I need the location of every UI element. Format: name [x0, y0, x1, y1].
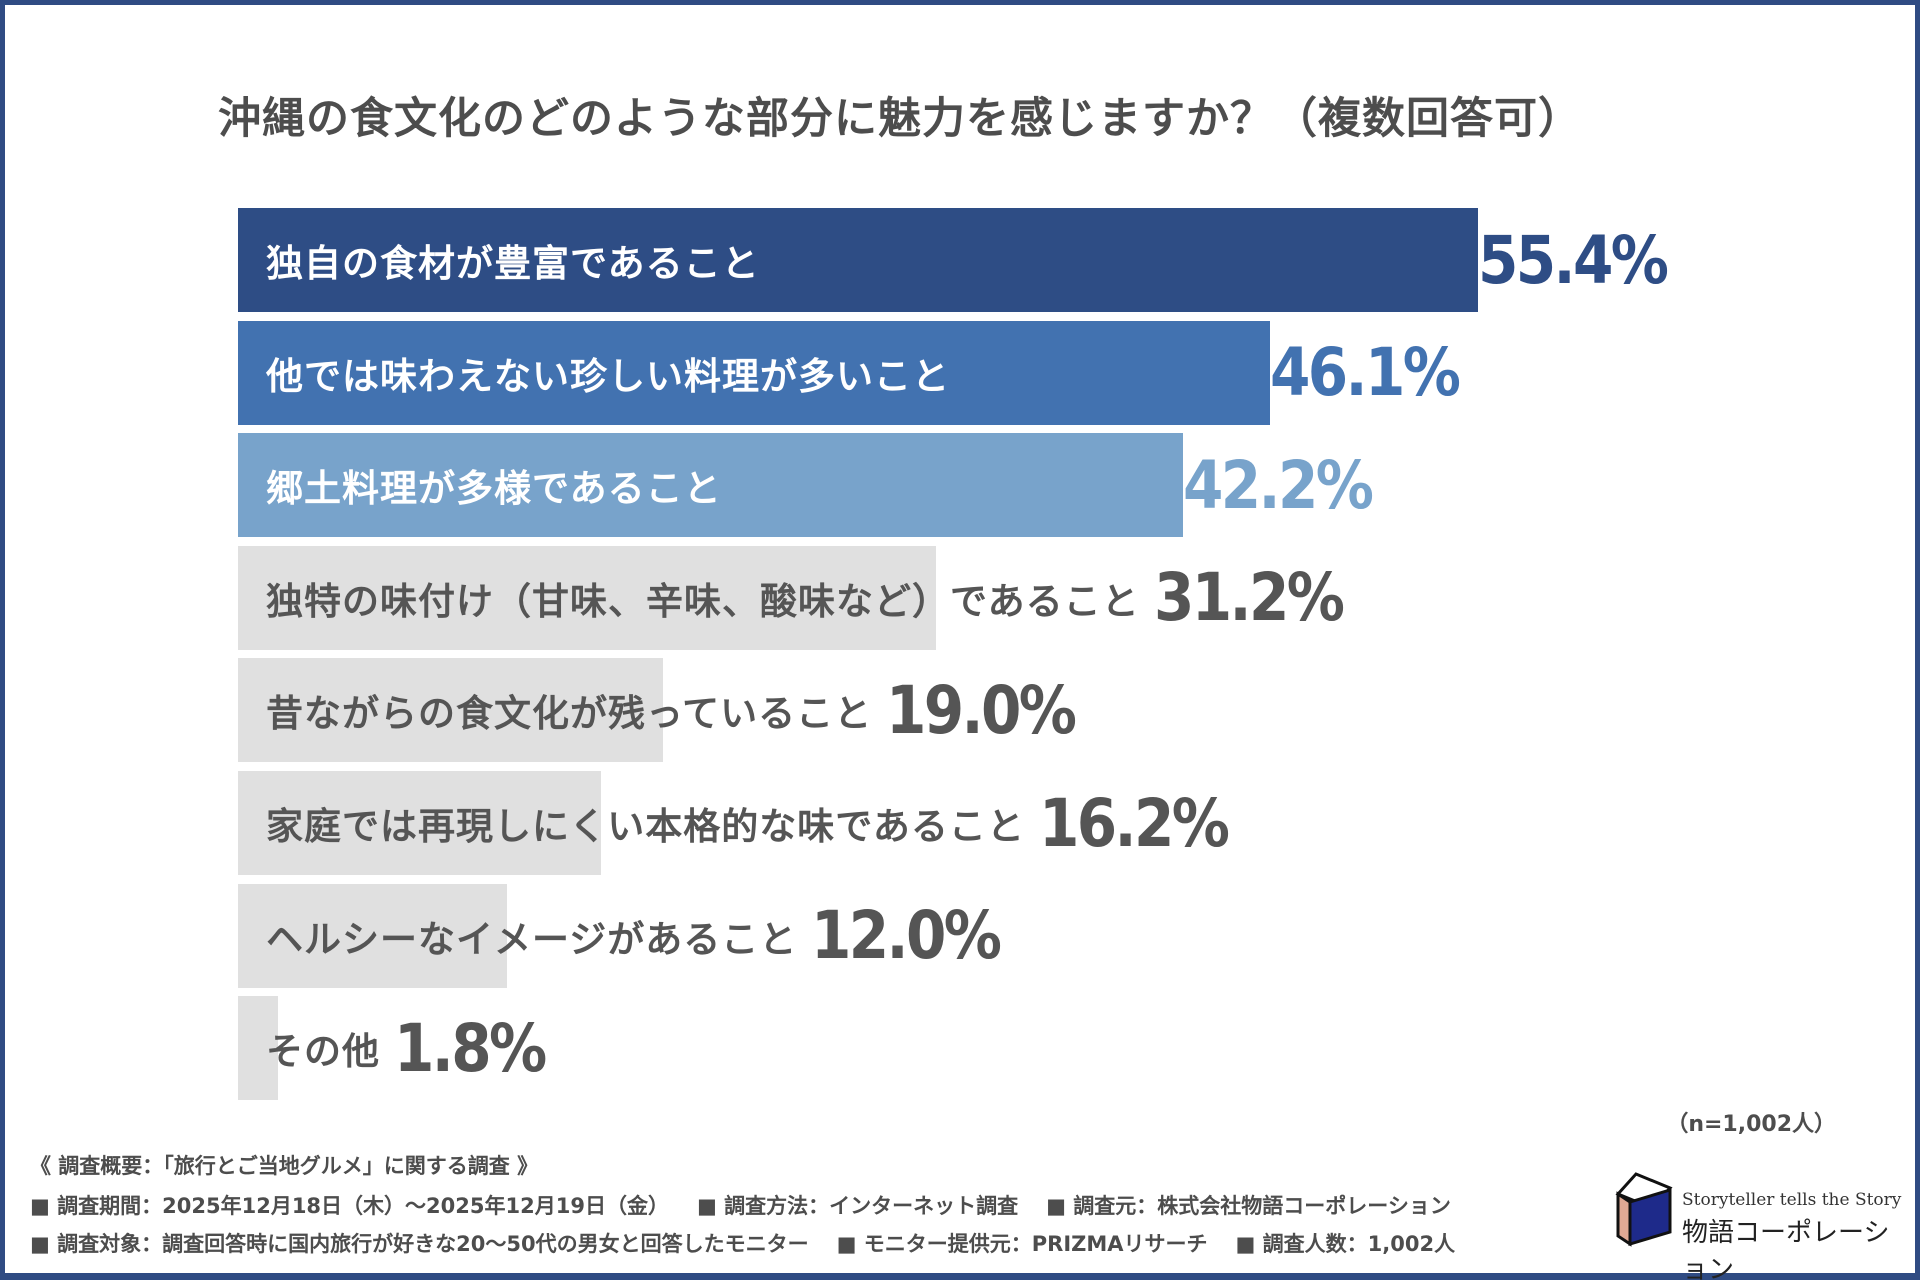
value-label: 16.2% — [1038, 784, 1230, 862]
survey-heading: 《 調査概要：「旅行とご当地グルメ」に関する調査 》 — [30, 1154, 539, 1178]
bar-label: 独自の食材が豊富であること — [266, 242, 760, 285]
bar-row: 独特の味付け（甘味、辛味、酸味など）であること 31.2% — [238, 545, 1368, 650]
survey-method: ■ 調査方法：インターネット調査 — [696, 1194, 1019, 1218]
bar — [238, 208, 1478, 312]
bar-label: その他 — [266, 1030, 380, 1074]
logo-name: 物語コーポレーション — [1682, 1218, 1890, 1285]
company-logo: Storyteller tells the Story 物語コーポレーション — [1612, 1168, 1912, 1285]
survey-line-2: ■ 調査対象：調査回答時に国内旅行が好きな20～50代の男女と回答したモニター ■… — [30, 1228, 1483, 1258]
bar — [238, 433, 1183, 538]
survey-period: ■ 調査期間：2025年12月18日（木）～2025年12月19日（金） — [30, 1194, 669, 1218]
bar — [238, 545, 937, 650]
value-label: 1.8% — [394, 1009, 547, 1087]
value-label: 12.0% — [811, 897, 1002, 975]
bar-row: 郷土料理が多様であること 42.2% — [238, 433, 1397, 538]
logo-tagline: Storyteller tells the Story — [1682, 1190, 1902, 1210]
bar-row: 家庭では再現しにくい本格的な味であること 16.2% — [238, 771, 1253, 875]
bar — [238, 658, 664, 763]
value-label: 19.0% — [886, 671, 1077, 749]
monitor-provider: ■ モニター提供元：PRIZMAリサーチ — [836, 1232, 1208, 1256]
chart-title: 沖縄の食文化のどのような部分に魅力を感じますか？（複数回答可） — [218, 94, 1582, 144]
bar — [238, 771, 601, 875]
bar — [238, 996, 279, 1101]
bar-label: 郷土料理が多様であること — [266, 467, 722, 511]
survey-target: ■ 調査対象：調査回答時に国内旅行が好きな20～50代の男女と回答したモニター — [30, 1232, 809, 1256]
value-label: 46.1% — [1269, 334, 1461, 412]
survey-count: ■ 調査人数：1,002人 — [1235, 1232, 1456, 1256]
bar-label: 独特の味付け（甘味、辛味、酸味など）であること — [266, 579, 1140, 623]
bar-label: 他では味わえない珍しい料理が多いこと — [266, 354, 950, 398]
bar-row: 昔ながらの食文化が残っていること 19.0% — [238, 658, 1100, 763]
book-icon — [1615, 1172, 1673, 1247]
survey-line-1: ■ 調査期間：2025年12月18日（木）～2025年12月19日（金） ■ 調査… — [30, 1190, 1479, 1220]
bar-row: 独自の食材が豊富であること 55.4% — [238, 208, 1692, 312]
bar-row: 他では味わえない珍しい料理が多いこと 46.1% — [238, 320, 1484, 425]
sample-size: （n=1,002人） — [1666, 1112, 1836, 1137]
bar-label: 昔ながらの食文化が残っていること — [266, 692, 873, 736]
value-label: 42.2% — [1182, 446, 1374, 524]
survey-source: ■ 調査元：株式会社物語コーポレーション — [1046, 1194, 1451, 1218]
bar — [238, 883, 507, 988]
bar-label: 家庭では再現しにくい本格的な味であること — [266, 805, 1025, 848]
bar-label: ヘルシーなイメージがあること — [266, 917, 798, 961]
bar-row: その他 1.8% — [238, 996, 565, 1101]
bar-row: ヘルシーなイメージがあること 12.0% — [238, 883, 1025, 988]
bar — [238, 320, 1270, 425]
value-label: 55.4% — [1478, 221, 1669, 299]
value-label: 31.2% — [1153, 559, 1345, 637]
